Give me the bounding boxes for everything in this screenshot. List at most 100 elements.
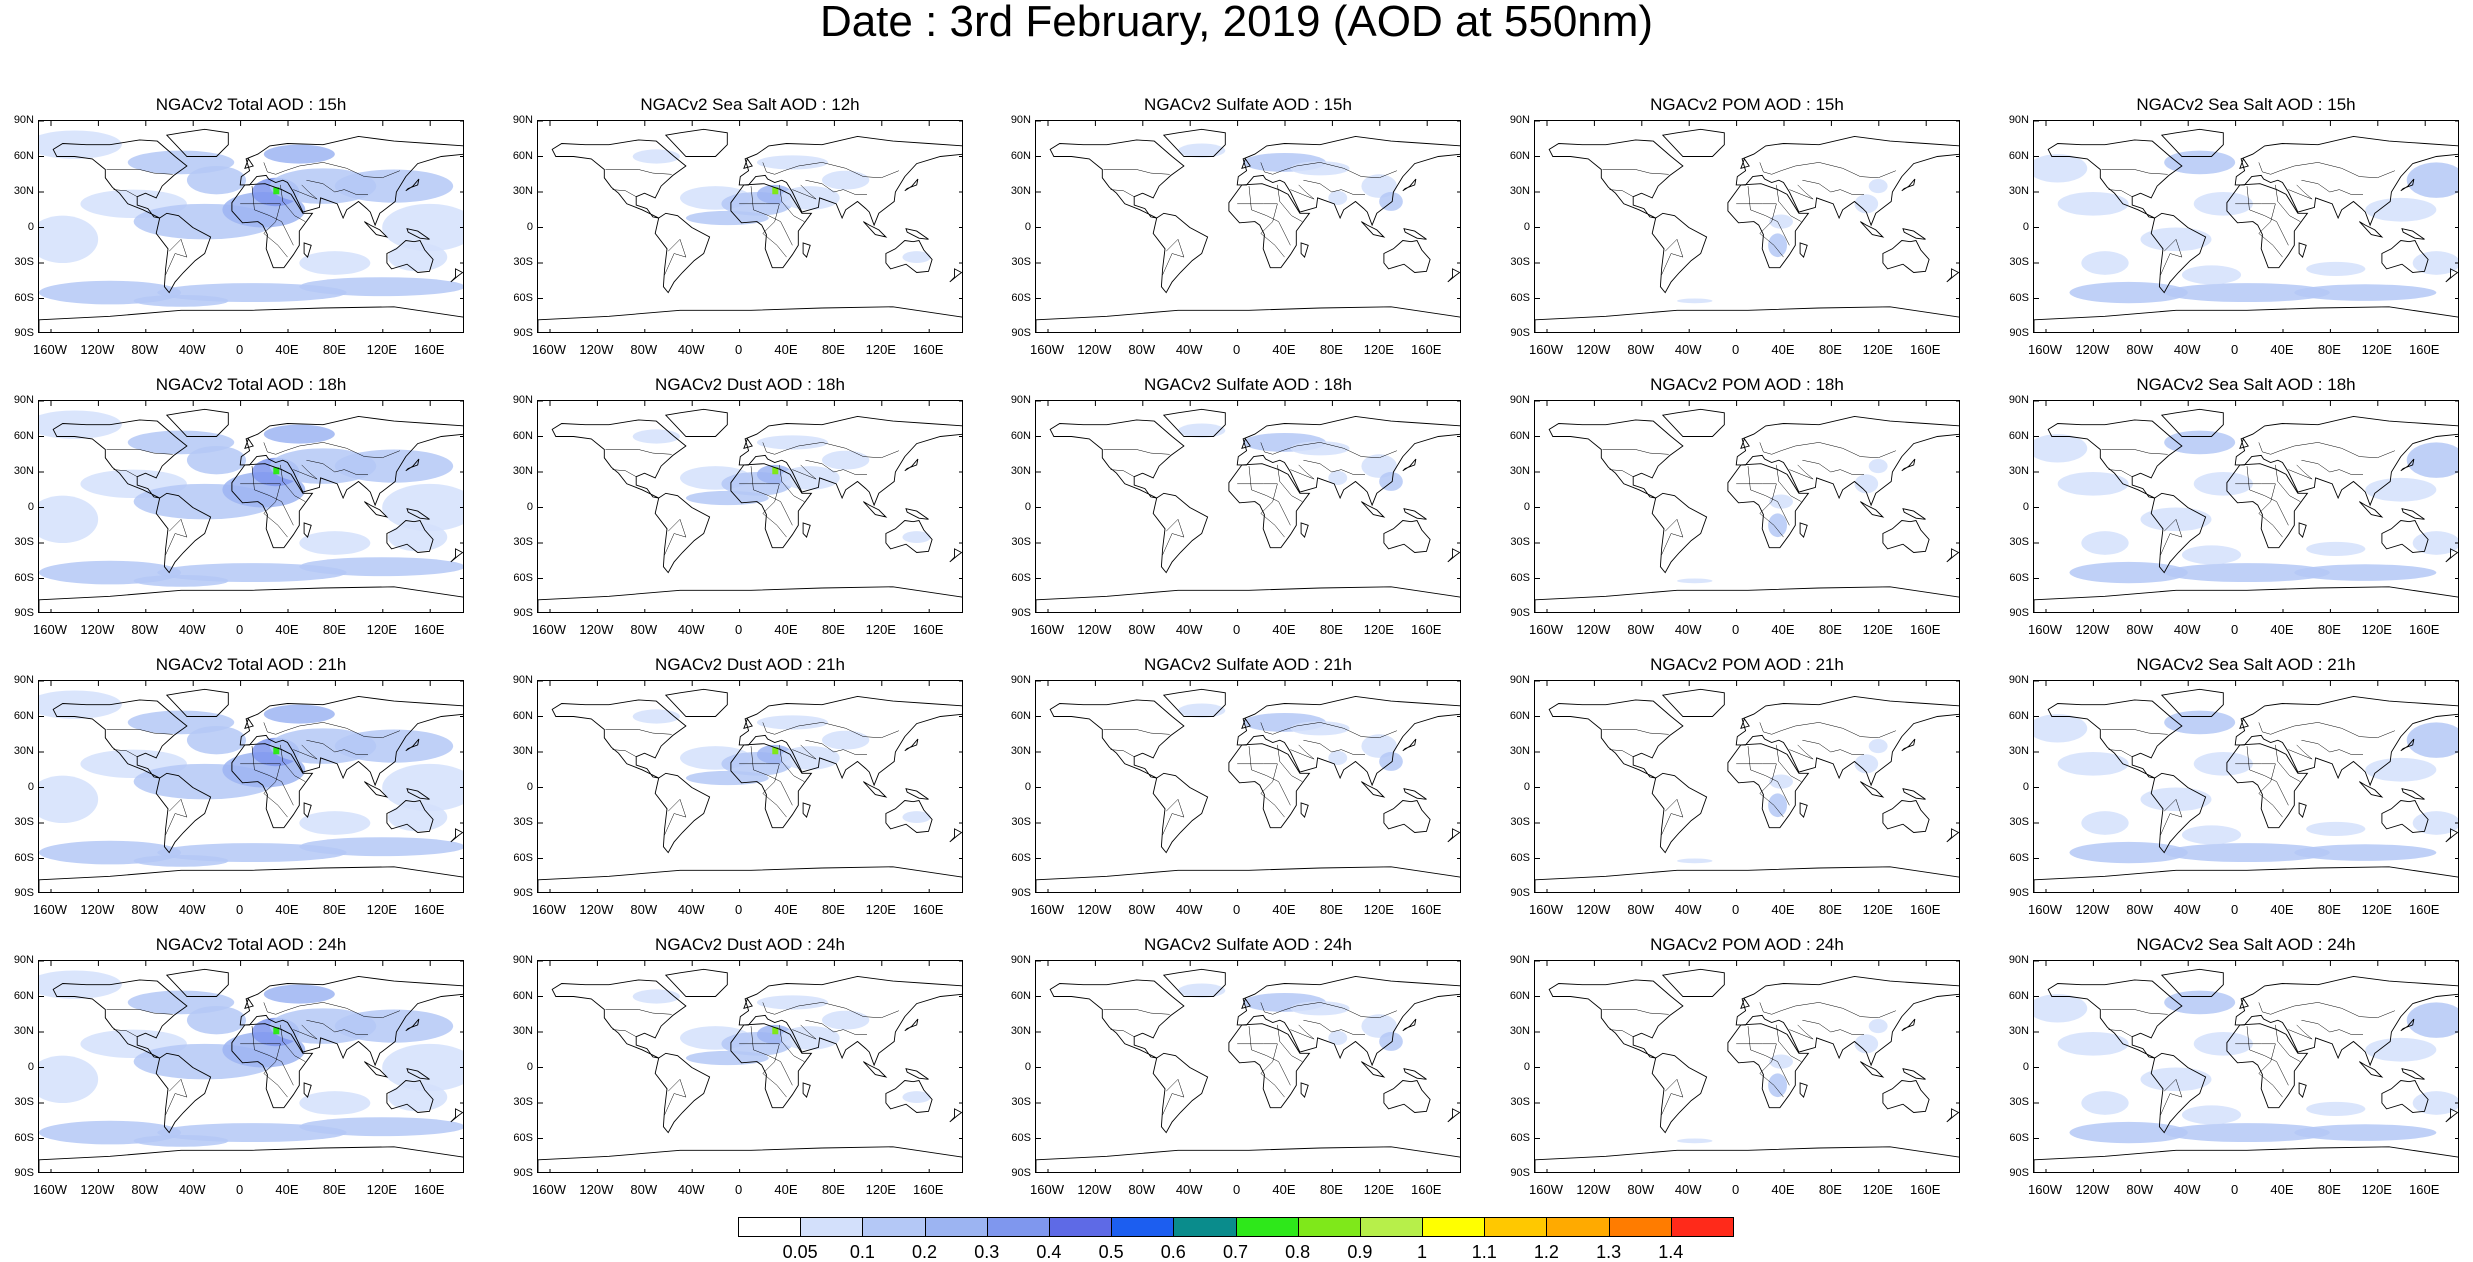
country-border (1776, 744, 1802, 782)
coastline (1241, 717, 1251, 729)
lat-tick-label: 90N (512, 674, 533, 686)
lon-tick-label: 0 (1731, 1182, 1740, 1197)
aod-haze-region (756, 155, 828, 170)
coastline (2239, 157, 2249, 169)
coastline (2359, 221, 2384, 238)
lat-tick-label: 90N (13, 394, 34, 406)
coastline (802, 522, 811, 538)
lon-tick-label: 160E (1910, 342, 1941, 357)
country-border (1602, 729, 1669, 735)
lon-tick-label: 40E (1771, 902, 1795, 917)
lon-tick-label: 40W (178, 1182, 206, 1197)
coastline (303, 522, 312, 538)
coastline (1402, 178, 1417, 192)
lat-tick-label: 60S (1510, 571, 1530, 584)
coastline (1152, 492, 1209, 574)
aod-haze-region (2057, 192, 2129, 216)
lat-tick-label: 30N (2008, 185, 2029, 197)
lat-tick-label: 90S (14, 1167, 34, 1179)
coastline (165, 408, 229, 437)
coastline (244, 997, 254, 1009)
lon-tick-label: 160W (33, 902, 67, 917)
lat-tick-label: 60N (1010, 149, 1031, 162)
coastline (405, 458, 420, 472)
panel-title: NGACv2 Total AOD : 24h (155, 935, 347, 954)
country-border (2275, 464, 2301, 502)
panel-title: NGACv2 Sulfate AOD : 21h (1144, 655, 1352, 674)
lat-tick-label: 60N (1010, 989, 1031, 1002)
coastline (1651, 1052, 1708, 1134)
country-border (1162, 1078, 1185, 1115)
country-border (1303, 179, 1365, 195)
coastline (1361, 1061, 1386, 1078)
country-border (2160, 518, 2183, 555)
coastline (1383, 799, 1431, 833)
country-border (2101, 449, 2168, 455)
coastline (2445, 548, 2458, 563)
aod-haze-region (2294, 284, 2437, 301)
country-border (1736, 483, 1784, 538)
lat-tick-label: 60N (2008, 429, 2029, 442)
coastline (1228, 1023, 1311, 1109)
lat-tick-label: 90N (512, 394, 533, 406)
aod-haze-region (902, 251, 931, 263)
aod-haze-region (1328, 470, 1348, 486)
colorbar-swatch (986, 1217, 1050, 1237)
lon-tick-label: 160W (532, 342, 566, 357)
aod-haze-region (299, 531, 371, 555)
coastline (1535, 306, 1959, 332)
coastline (1049, 139, 1185, 219)
coastline (1735, 975, 1959, 1067)
country-border (2246, 746, 2289, 806)
aod-haze-region (2193, 1032, 2253, 1056)
country-border (2235, 763, 2283, 818)
country-border (2258, 162, 2395, 179)
country-border (2258, 442, 2395, 459)
coastline (165, 968, 229, 997)
lon-tick-label: 120E (1862, 342, 1893, 357)
country-border (1303, 1019, 1365, 1035)
lat-tick-label: 30N (2008, 465, 2029, 477)
lon-tick-label: 40E (774, 902, 798, 917)
coastline (905, 1068, 929, 1080)
lon-tick-label: 120E (1862, 1182, 1893, 1197)
country-border (762, 722, 899, 739)
lat-tick-label: 90N (1010, 114, 1031, 126)
aod-haze-region (2412, 251, 2458, 275)
map-canvas (538, 401, 962, 612)
coastline (905, 508, 929, 520)
coastline (244, 437, 254, 449)
country-border (664, 518, 687, 555)
lat-tick-label: 90N (2008, 674, 2029, 686)
aod-haze-region (1769, 1054, 1793, 1069)
country-border (1162, 798, 1185, 835)
coastline (2401, 228, 2425, 240)
coastline (1548, 979, 1684, 1059)
lat-tick-label: 30N (512, 465, 533, 477)
panel-title: NGACv2 Sulfate AOD : 18h (1144, 375, 1352, 394)
coastline (1727, 743, 1810, 829)
aod-haze-region (1868, 1018, 1888, 1034)
aod-haze-region (2057, 752, 2129, 776)
lat-tick-label: 90N (1509, 954, 1530, 966)
coastline (885, 239, 933, 273)
coastline (1661, 128, 1725, 157)
coastline (2160, 968, 2224, 997)
country-border (263, 722, 400, 739)
panel-title: NGACv2 POM AOD : 18h (1650, 375, 1844, 394)
lat-tick-label: 60S (1011, 1131, 1031, 1144)
coastline (1361, 501, 1386, 518)
aod-haze-region (2181, 825, 2242, 845)
map-panel (2033, 960, 2459, 1173)
colorbar-label: 1 (1417, 1242, 1428, 1262)
lat-tick-label: 60S (14, 571, 34, 584)
country-border (2288, 464, 2313, 480)
panel-title: NGACv2 Sulfate AOD : 24h (1144, 935, 1352, 954)
map-panel (2033, 680, 2459, 893)
country-border (750, 186, 793, 246)
lon-tick-label: 160E (1411, 902, 1442, 917)
aod-haze-region (2412, 811, 2458, 835)
country-border (1277, 184, 1303, 222)
coastline (1228, 743, 1311, 829)
country-border (1759, 1002, 1896, 1019)
